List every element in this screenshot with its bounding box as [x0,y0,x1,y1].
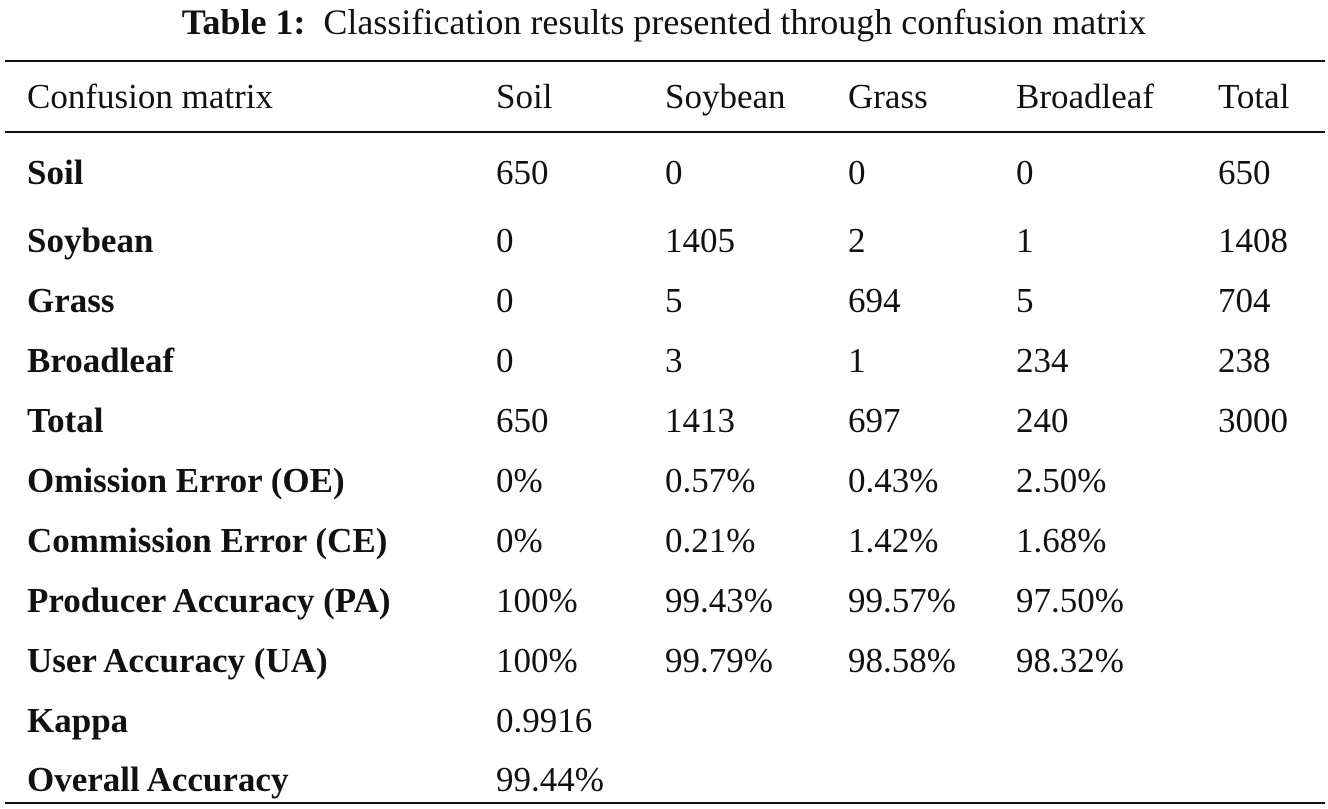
table-cell: 0 [1016,153,1034,192]
header-cell-soybean: Soybean [665,76,786,116]
header-rule [5,131,1325,133]
table-cell: 0.57% [665,461,756,500]
table-cell: 234 [1016,341,1069,380]
table-row: Producer Accuracy (PA) 100% 99.43% 99.57… [5,571,1325,631]
table-cell: 5 [665,281,683,320]
row-label: Soybean [27,221,154,260]
table-cell: 1413 [665,401,735,440]
table-cell: 98.58% [848,641,956,680]
table-cell: 240 [1016,401,1069,440]
table-cell: 1.42% [848,521,939,560]
table-row: Soil 650 0 0 0 650 [5,131,1325,211]
table-row: Overall Accuracy 99.44% [5,751,1325,809]
row-label: Commission Error (CE) [27,521,388,560]
table-cell: 0% [496,521,543,560]
row-label: Soil [27,153,84,192]
table-cell: 99.44% [496,760,604,799]
table-cell: 2.50% [1016,461,1107,500]
table-cell [1016,751,1218,809]
confusion-matrix-table: Confusion matrix Soil Soybean Grass Broa… [5,62,1325,809]
table-cell [665,691,848,751]
table-cell: 650 [496,153,549,192]
table-cell: 99.43% [665,581,773,620]
row-label: Producer Accuracy (PA) [27,581,391,620]
table-row: Soybean 0 1405 2 1 1408 [5,211,1325,271]
table-row: Broadleaf 0 3 1 234 238 [5,331,1325,391]
table-cell [1218,571,1325,631]
table-cell: 100% [496,581,578,620]
header-cell-grass: Grass [848,76,928,116]
table-cell: 3 [665,341,683,380]
table-cell [665,751,848,809]
table-row: Total 650 1413 697 240 3000 [5,391,1325,451]
table-cell: 697 [848,401,901,440]
table-cell [1218,691,1325,751]
table-cell: 694 [848,281,901,320]
caption-label: Table 1: [181,2,306,42]
table-cell: 2 [848,221,866,260]
header-cell-confusion-matrix: Confusion matrix [27,76,273,116]
table-cell [1218,631,1325,691]
table-cell: 1.68% [1016,521,1107,560]
table-cell [1218,511,1325,571]
table-row: Kappa 0.9916 [5,691,1325,751]
table-cell: 1405 [665,221,735,260]
table-cell: 0.9916 [496,701,593,740]
top-rule [5,60,1325,62]
table-row: User Accuracy (UA) 100% 99.79% 98.58% 98… [5,631,1325,691]
bottom-rule [5,802,1325,804]
row-label: Broadleaf [27,341,175,380]
table-cell: 704 [1218,281,1271,320]
table-cell: 3000 [1218,401,1288,440]
table-caption: Table 1: Classification results presente… [0,2,1328,42]
table-cell: 0 [496,281,514,320]
row-label: Grass [27,281,115,320]
table-row: Omission Error (OE) 0% 0.57% 0.43% 2.50% [5,451,1325,511]
table-cell: 99.79% [665,641,773,680]
table-cell [848,751,1016,809]
table-cell: 0 [848,153,866,192]
table-cell: 0.21% [665,521,756,560]
header-cell-total: Total [1218,76,1290,116]
header-row: Confusion matrix Soil Soybean Grass Broa… [5,62,1325,131]
table-cell: 98.32% [1016,641,1124,680]
table-cell [1218,451,1325,511]
table-cell: 1408 [1218,221,1288,260]
table-cell [1016,691,1218,751]
table-cell: 99.57% [848,581,956,620]
table-cell: 1 [848,341,866,380]
table-cell [1218,751,1325,809]
table-cell [848,691,1016,751]
table-cell: 0 [496,221,514,260]
table-cell: 650 [496,401,549,440]
row-label: Overall Accuracy [27,760,289,799]
header-cell-broadleaf: Broadleaf [1016,76,1154,116]
table-cell: 0 [665,153,683,192]
table-cell: 5 [1016,281,1034,320]
row-label: Kappa [27,701,129,740]
table-cell: 0.43% [848,461,939,500]
row-label: User Accuracy (UA) [27,641,328,680]
row-label: Total [27,401,104,440]
table-cell: 238 [1218,341,1271,380]
header-cell-soil: Soil [496,76,553,116]
table-row: Commission Error (CE) 0% 0.21% 1.42% 1.6… [5,511,1325,571]
table-cell: 0% [496,461,543,500]
table-cell: 1 [1016,221,1034,260]
table-cell: 650 [1218,153,1271,192]
table-cell: 100% [496,641,578,680]
caption-text: Classification results presented through… [323,2,1147,42]
table-cell: 97.50% [1016,581,1124,620]
table-cell: 0 [496,341,514,380]
row-label: Omission Error (OE) [27,461,345,500]
table-row: Grass 0 5 694 5 704 [5,271,1325,331]
